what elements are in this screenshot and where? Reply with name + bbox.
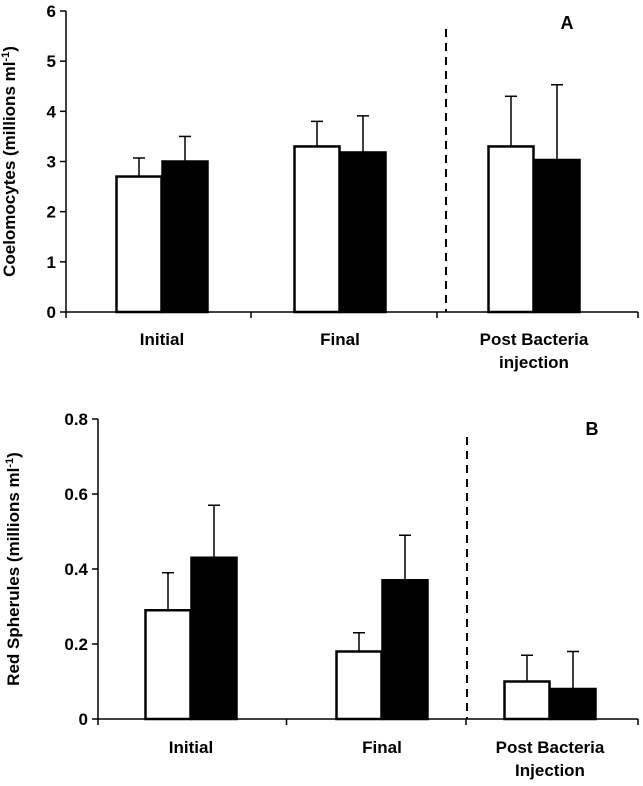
bar	[503, 680, 551, 721]
x-category-label: Final	[320, 330, 360, 349]
bar	[190, 556, 238, 721]
y-axis-title: Coelomocytes (millions ml-1)	[0, 46, 19, 277]
y-tick-label: 6	[47, 2, 56, 21]
bar	[335, 650, 383, 721]
bar	[487, 145, 535, 314]
bar	[339, 151, 387, 314]
y-tick-label: 3	[47, 153, 56, 172]
bar	[293, 145, 341, 314]
x-category-label: injection	[499, 353, 569, 372]
bar	[161, 160, 209, 314]
bar	[381, 579, 429, 721]
bar	[115, 175, 163, 314]
y-tick-label: 0.4	[64, 560, 88, 579]
y-tick-label: 0	[79, 710, 88, 729]
x-category-label: Post Bacteria	[480, 330, 589, 349]
y-tick-label: 0.2	[64, 635, 88, 654]
chart-panel-B: 0 0.2 0.4 0.6 0.8 Initial Final Post Bacteria In…	[4, 410, 639, 780]
y-tick-label: 1	[47, 253, 56, 272]
y-axis-title: Red Spherules (millions ml-1)	[4, 452, 23, 686]
bar	[533, 158, 581, 314]
panel-label: B	[586, 419, 599, 439]
x-category-label: Initial	[140, 330, 184, 349]
y-tick-label: 4	[47, 102, 57, 121]
y-tick-label: 0.8	[64, 410, 88, 429]
bar	[549, 687, 597, 721]
y-tick-label: 2	[47, 203, 56, 222]
y-tick-label: 0	[47, 303, 56, 322]
bar	[144, 609, 192, 721]
x-category-label: Final	[362, 738, 402, 757]
x-category-label: Initial	[169, 738, 213, 757]
x-category-label: Post Bacteria	[496, 738, 605, 757]
y-tick-label: 5	[47, 52, 56, 71]
chart-panel-A: 0 1 2 3 4 5 6 Initial Final Post Bacteria injectio…	[0, 2, 639, 372]
y-tick-label: 0.6	[64, 485, 88, 504]
panel-label: A	[561, 13, 574, 33]
x-category-label: Injection	[515, 761, 585, 780]
